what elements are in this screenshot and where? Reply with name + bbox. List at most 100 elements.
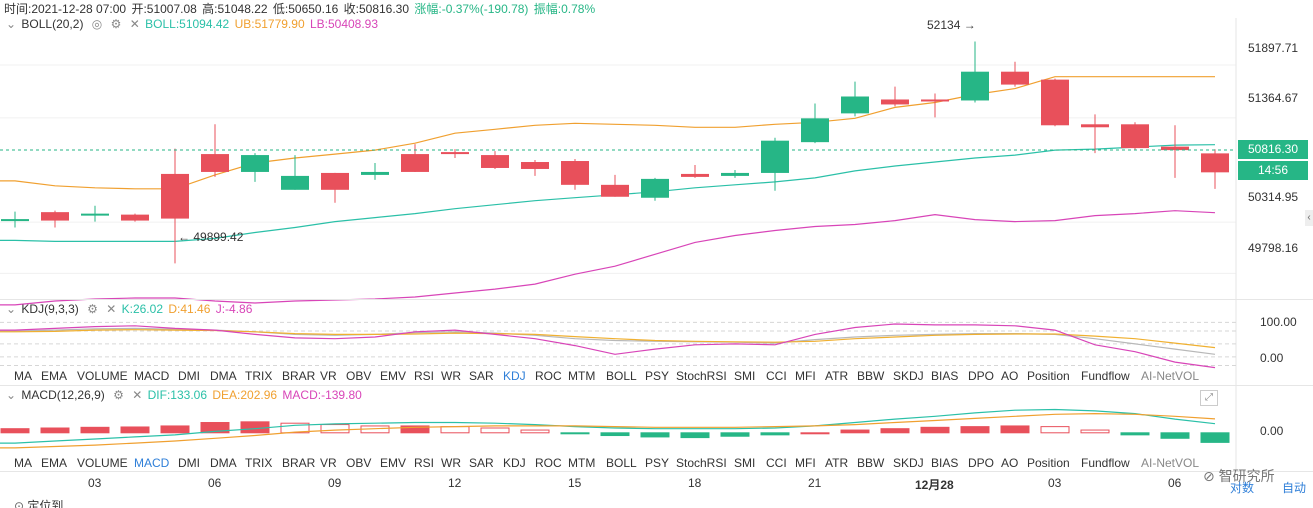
tab2-macd[interactable]: MACD [134, 456, 170, 470]
watermark-icon: ⊘ [1203, 468, 1215, 484]
kdj-header: ⌄ KDJ(9,3,3) ⚙ ✕ K:26.02 D:41.46 J:-4.86 [6, 302, 254, 316]
tab2-ema[interactable]: EMA [41, 456, 68, 470]
tab1-dma[interactable]: DMA [210, 369, 237, 383]
tab1-emv[interactable]: EMV [380, 369, 407, 383]
tab2-mfi[interactable]: MFI [795, 456, 816, 470]
tab2-dpo[interactable]: DPO [968, 456, 995, 470]
tab1-brar[interactable]: BRAR [282, 369, 316, 383]
tab1-trix[interactable]: TRIX [245, 369, 273, 383]
tab2-ma[interactable]: MA [14, 456, 32, 470]
macd-collapse-icon[interactable]: ⌄ [6, 388, 17, 402]
tab2-position[interactable]: Position [1027, 456, 1070, 470]
tab1-dmi[interactable]: DMI [178, 369, 200, 383]
candle-body [521, 162, 549, 169]
tab2-atr[interactable]: ATR [825, 456, 849, 470]
tab1-fundflow[interactable]: Fundflow [1081, 369, 1130, 383]
close-icon[interactable]: ✕ [129, 17, 140, 31]
kdj-collapse-icon[interactable]: ⌄ [6, 302, 17, 316]
tab2-cci[interactable]: CCI [766, 456, 787, 470]
macd-close-icon[interactable]: ✕ [132, 388, 143, 402]
locate-button[interactable]: ⊙ 定位到 [14, 497, 63, 508]
macd-bar [160, 425, 190, 434]
tab2-dma[interactable]: DMA [210, 456, 237, 470]
tab1-ema[interactable]: EMA [41, 369, 68, 383]
settings-icon[interactable]: ⚙ [110, 17, 122, 31]
kdj-close-icon[interactable]: ✕ [106, 302, 117, 316]
tab1-stochrsi[interactable]: StochRSI [676, 369, 727, 383]
tab2-stochrsi[interactable]: StochRSI [676, 456, 727, 470]
tab1-cci[interactable]: CCI [766, 369, 787, 383]
watermark: ⊘ 智研究所 [1203, 466, 1275, 486]
eye-icon[interactable]: ◎ [91, 17, 103, 31]
tab2-trix[interactable]: TRIX [245, 456, 273, 470]
tab1-psy[interactable]: PSY [645, 369, 670, 383]
tab2-fundflow[interactable]: Fundflow [1081, 456, 1130, 470]
macd-bar [840, 429, 870, 434]
tab1-position[interactable]: Position [1027, 369, 1070, 383]
tab1-bbw[interactable]: BBW [857, 369, 885, 383]
tab2-dmi[interactable]: DMI [178, 456, 200, 470]
close-label: 收:50816.30 [343, 2, 410, 16]
auto-scale-toggle[interactable]: 自动 [1282, 481, 1307, 495]
tab2-vr[interactable]: VR [320, 456, 337, 470]
tab1-ao[interactable]: AO [1001, 369, 1019, 383]
tab1-vr[interactable]: VR [320, 369, 337, 383]
kdj-d-line [0, 329, 1216, 349]
tab1-volume[interactable]: VOLUME [77, 369, 128, 383]
tab1-sar[interactable]: SAR [469, 369, 494, 383]
log-scale-toggle[interactable]: 对数 [1230, 481, 1255, 495]
tab2-emv[interactable]: EMV [380, 456, 407, 470]
candle-body [1161, 146, 1189, 151]
collapse-icon[interactable]: ⌄ [6, 17, 17, 31]
tab1-atr[interactable]: ATR [825, 369, 849, 383]
scroll-right-icon[interactable]: ‹ [1305, 210, 1313, 226]
tab1-roc[interactable]: ROC [535, 369, 562, 383]
tab1-dpo[interactable]: DPO [968, 369, 995, 383]
tab2-brar[interactable]: BRAR [282, 456, 316, 470]
tab1-kdj[interactable]: KDJ [503, 369, 526, 383]
tab1-obv[interactable]: OBV [346, 369, 372, 383]
tab1-boll[interactable]: BOLL [606, 369, 637, 383]
tab1-smi[interactable]: SMI [734, 369, 756, 383]
tab1-macd[interactable]: MACD [134, 369, 170, 383]
tab1-bias[interactable]: BIAS [931, 369, 959, 383]
boll-ub: UB:51779.90 [234, 17, 305, 31]
tab1-wr[interactable]: WR [441, 369, 461, 383]
macd-settings-icon[interactable]: ⚙ [113, 388, 124, 402]
tab2-psy[interactable]: PSY [645, 456, 670, 470]
tab2-rsi[interactable]: RSI [414, 456, 435, 470]
tab2-ao[interactable]: AO [1001, 456, 1019, 470]
tab2-bias[interactable]: BIAS [931, 456, 959, 470]
kdj-settings-icon[interactable]: ⚙ [87, 302, 98, 316]
tab1-skdj[interactable]: SKDJ [893, 369, 924, 383]
tab2-kdj[interactable]: KDJ [503, 456, 526, 470]
tab1-mtm[interactable]: MTM [568, 369, 596, 383]
kdj-title: KDJ(9,3,3) [21, 302, 79, 316]
low-label: 低:50650.16 [272, 2, 339, 16]
tab1-mfi[interactable]: MFI [795, 369, 816, 383]
macd-bar [680, 432, 710, 439]
tab2-sar[interactable]: SAR [469, 456, 494, 470]
candle-body [1081, 124, 1109, 128]
tab1-ai-netvol[interactable]: AI-NetVOL [1141, 369, 1200, 383]
tab2-skdj[interactable]: SKDJ [893, 456, 924, 470]
tab2-mtm[interactable]: MTM [568, 456, 596, 470]
tab2-smi[interactable]: SMI [734, 456, 756, 470]
tab2-roc[interactable]: ROC [535, 456, 562, 470]
tab1-rsi[interactable]: RSI [414, 369, 435, 383]
tab2-volume[interactable]: VOLUME [77, 456, 128, 470]
tab2-obv[interactable]: OBV [346, 456, 372, 470]
tab2-ai-netvol[interactable]: AI-NetVOL [1141, 456, 1200, 470]
tab2-wr[interactable]: WR [441, 456, 461, 470]
boll-mid: BOLL:51094.42 [145, 17, 230, 31]
macd-dif-line [0, 408, 1216, 444]
candle-body [561, 161, 589, 185]
date-tick: 18 [688, 476, 702, 490]
tab2-boll[interactable]: BOLL [606, 456, 637, 470]
expand-icon[interactable]: ⤢ [1200, 390, 1218, 406]
tab2-bbw[interactable]: BBW [857, 456, 885, 470]
candle-body [881, 99, 909, 105]
low-annotation: ← 49899.42 [178, 230, 244, 244]
date-tick: 03 [88, 476, 102, 490]
tab1-ma[interactable]: MA [14, 369, 32, 383]
